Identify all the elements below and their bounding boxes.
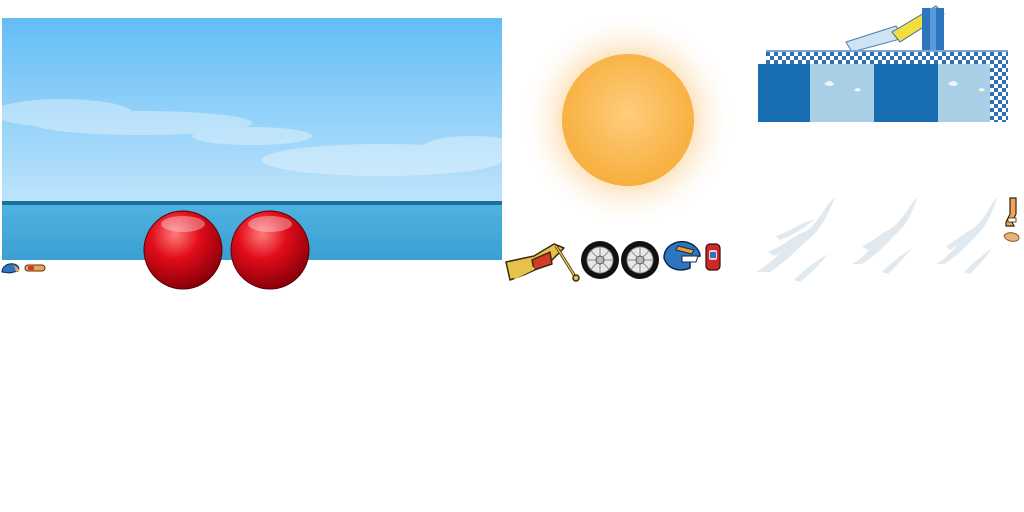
cloud	[0, 99, 522, 176]
bike-wheel	[621, 241, 659, 279]
rider-leg	[1005, 197, 1017, 227]
water-splash-effect	[936, 196, 998, 274]
red-buoy-ball	[230, 210, 310, 290]
water-splash-effect	[852, 196, 918, 274]
rider-foot	[1003, 232, 1020, 242]
water-splash-effect	[756, 196, 836, 282]
bike-wheel	[581, 241, 619, 279]
rider-arm	[24, 264, 46, 272]
rider-helmet	[663, 240, 701, 271]
rider-hand	[1, 263, 20, 274]
motorbike-frame	[505, 243, 580, 282]
checkered-ramp-platform	[758, 5, 1008, 122]
sun	[520, 12, 736, 228]
rider-torso	[705, 243, 721, 271]
red-buoy-ball	[143, 210, 223, 290]
